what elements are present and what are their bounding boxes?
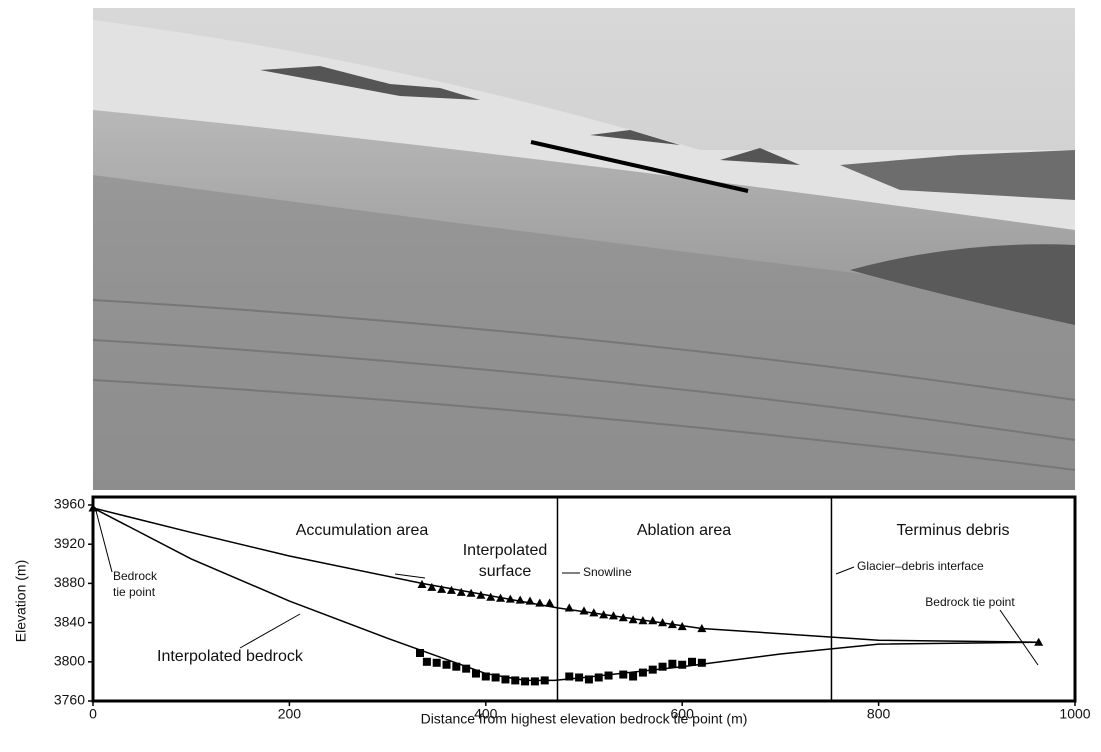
y-tick-label: 3760: [54, 692, 85, 708]
bedrock-point: [698, 659, 706, 667]
x-axis-label: Distance from highest elevation bedrock …: [421, 711, 748, 727]
x-tick-label: 200: [278, 706, 302, 722]
bedrock-point: [595, 673, 603, 681]
annotation: Glacier–debris interface: [857, 559, 984, 573]
bedrock-point: [472, 670, 480, 678]
annotation: Bedrock tie point: [925, 595, 1015, 609]
bedrock-point: [688, 658, 696, 666]
y-tick-label: 3800: [54, 653, 85, 669]
bedrock-point: [482, 673, 490, 681]
figure: Distance from highest elevation bedrock …: [0, 0, 1101, 747]
annotation: Snowline: [583, 565, 632, 579]
annotation: Terminus debris: [897, 522, 1010, 539]
surface-point: [580, 606, 589, 614]
x-tick-label: 0: [89, 706, 97, 722]
bedrock-point: [659, 663, 667, 671]
y-tick-label: 3840: [54, 613, 85, 629]
bedrock-point: [668, 660, 676, 668]
bedrock-point: [452, 663, 460, 671]
surface-point: [648, 616, 657, 624]
bedrock-point: [619, 671, 627, 679]
bedrock-point: [639, 669, 647, 677]
y-axis-label: Elevation (m): [13, 560, 29, 642]
annotation: Interpolated bedrock: [157, 648, 304, 665]
bedrock-point: [565, 673, 573, 681]
x-tick-label: 800: [867, 706, 891, 722]
y-tick-label: 3920: [54, 535, 85, 551]
annotation: Interpolated: [463, 542, 548, 559]
x-tick-label: 400: [474, 706, 498, 722]
bedrock-point: [585, 675, 593, 683]
surface-point: [545, 599, 554, 607]
annotation: Accumulation area: [296, 522, 429, 539]
bedrock-point: [531, 677, 539, 685]
bedrock-point: [462, 665, 470, 673]
surface-point: [565, 603, 574, 611]
bedrock-point: [629, 673, 637, 681]
bedrock-point: [541, 676, 549, 684]
bedrock-point: [433, 659, 441, 667]
annotation: surface: [479, 563, 532, 580]
bedrock-point: [423, 658, 431, 666]
bedrock-point: [501, 675, 509, 683]
bedrock-point: [605, 672, 613, 680]
annotation: tie point: [113, 585, 156, 599]
bedrock-point: [492, 673, 500, 681]
surface-point: [535, 599, 544, 607]
annotation: Bedrock: [113, 569, 158, 583]
bedrock-point: [521, 677, 529, 685]
bedrock-point: [649, 666, 657, 674]
bedrock-point: [416, 649, 424, 657]
bedrock-point: [678, 661, 686, 669]
x-tick-label: 600: [671, 706, 695, 722]
surface-point: [516, 596, 525, 604]
bedrock-point: [443, 661, 451, 669]
annotation: Ablation area: [637, 522, 731, 539]
x-tick-label: 1000: [1059, 706, 1090, 722]
surface-point: [525, 597, 534, 605]
y-tick-label: 3960: [54, 496, 85, 512]
bedrock-point: [575, 673, 583, 681]
bedrock-point: [511, 676, 519, 684]
photo: [93, 8, 1075, 490]
y-tick-label: 3880: [54, 574, 85, 590]
